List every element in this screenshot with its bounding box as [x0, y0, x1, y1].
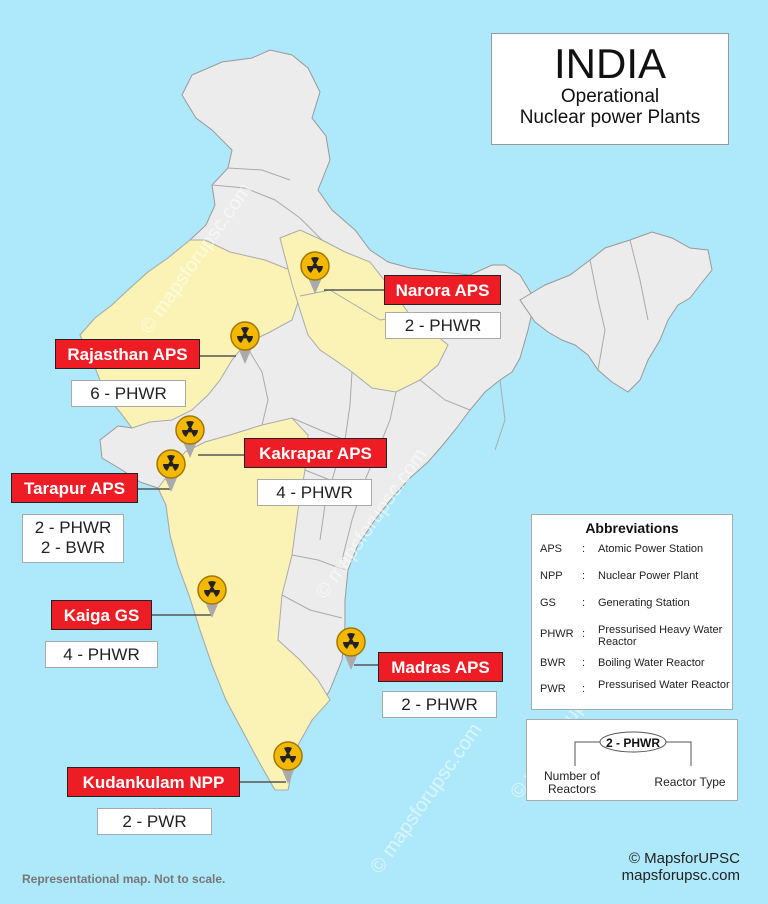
leader-lines	[138, 289, 384, 783]
abbr-key: APS	[540, 543, 563, 555]
map-title: INDIA	[553, 40, 666, 87]
radiation-markers	[156, 251, 366, 784]
watermark-4: © mapsforupsc.com	[366, 719, 486, 878]
abbr-key: PHWR	[540, 628, 574, 640]
plant-label-tarapur: Tarapur APS	[11, 473, 138, 503]
plant-label-kudankulam: Kudankulam NPP	[67, 767, 240, 797]
plant-label-rajasthan: Rajasthan APS	[55, 339, 200, 369]
abbr-meaning: Atomic Power Station	[598, 543, 704, 555]
map-subtitle-line2: Nuclear power Plants	[519, 107, 701, 128]
abbr-key: PWR	[540, 683, 566, 695]
abbr-meaning: Generating Station	[598, 597, 690, 609]
abbr-meaning: Boiling Water Reactor	[598, 657, 705, 669]
abbr-meaning: Nuclear Power Plant	[598, 570, 699, 582]
madras-marker-icon	[336, 627, 366, 670]
abbreviations-legend: Abbreviations APS: Atomic Power Station …	[531, 514, 733, 710]
rajasthan-marker-icon	[230, 321, 260, 364]
tarapur-marker-icon	[156, 449, 186, 492]
key-diagram: 2 - PHWR Reactor Type	[574, 731, 726, 789]
reactor-box-madras: 2 - PHWR	[382, 691, 497, 718]
abbr-key: BWR	[540, 657, 566, 669]
reactor-key-legend: 2 - PHWR Reactor Type Number of Reactors	[526, 719, 738, 801]
reactor-count-tarapur-bwr: 2 - BWR	[40, 538, 106, 557]
credit-site: mapsforupsc.com	[621, 867, 740, 884]
kaiga-marker-icon	[197, 575, 227, 618]
reactor-count-kakrapar: 4 - PHWR	[276, 483, 353, 502]
plant-label-kaiga: Kaiga GS	[51, 600, 152, 630]
footer-note: Representational map. Not to scale.	[22, 872, 226, 886]
reactor-count-kaiga: 4 - PHWR	[63, 645, 140, 664]
kakrapar-marker-icon	[175, 415, 205, 458]
map-subtitle-line1: Operational	[560, 86, 660, 107]
reactor-count-tarapur-phwr: 2 - PHWR	[34, 518, 112, 537]
plant-label-kakrapar: Kakrapar APS	[244, 438, 387, 468]
plant-label-madras: Madras APS	[378, 652, 503, 682]
title-box: INDIA Operational Nuclear power Plants	[491, 33, 729, 145]
reactor-box-tarapur: 2 - PHWR 2 - BWR	[22, 514, 124, 563]
kudankulam-marker-icon	[273, 741, 303, 784]
key-left-label: Number of Reactors	[543, 769, 601, 796]
plant-label-narora: Narora APS	[384, 275, 501, 305]
key-sample: 2 - PHWR	[606, 736, 660, 750]
reactor-box-kakrapar: 4 - PHWR	[257, 479, 372, 506]
key-right-label: Reactor Type	[654, 775, 725, 789]
northeast-landmass	[519, 231, 713, 393]
abbr-key: GS	[540, 597, 556, 609]
reactor-box-kudankulam: 2 - PWR	[97, 808, 212, 835]
narora-marker-icon	[300, 251, 330, 294]
reactor-count-rajasthan: 6 - PHWR	[90, 384, 167, 403]
reactor-box-rajasthan: 6 - PHWR	[71, 380, 186, 407]
abbr-meaning: Pressurised Water Reactor	[598, 679, 730, 691]
reactor-count-kudankulam: 2 - PWR	[122, 812, 187, 831]
abbr-meaning: Pressurised Heavy Water Reactor	[598, 624, 723, 648]
reactor-count-madras: 2 - PHWR	[401, 695, 478, 714]
abbr-key: NPP	[540, 570, 563, 582]
credit-copyright: © MapsforUPSC	[628, 850, 740, 867]
reactor-box-kaiga: 4 - PHWR	[45, 641, 158, 668]
reactor-count-narora: 2 - PHWR	[404, 316, 482, 335]
credit-block: © MapsforUPSC mapsforupsc.com	[588, 850, 740, 884]
reactor-box-narora: 2 - PHWR	[385, 312, 501, 339]
abbreviations-title: Abbreviations	[585, 520, 679, 536]
